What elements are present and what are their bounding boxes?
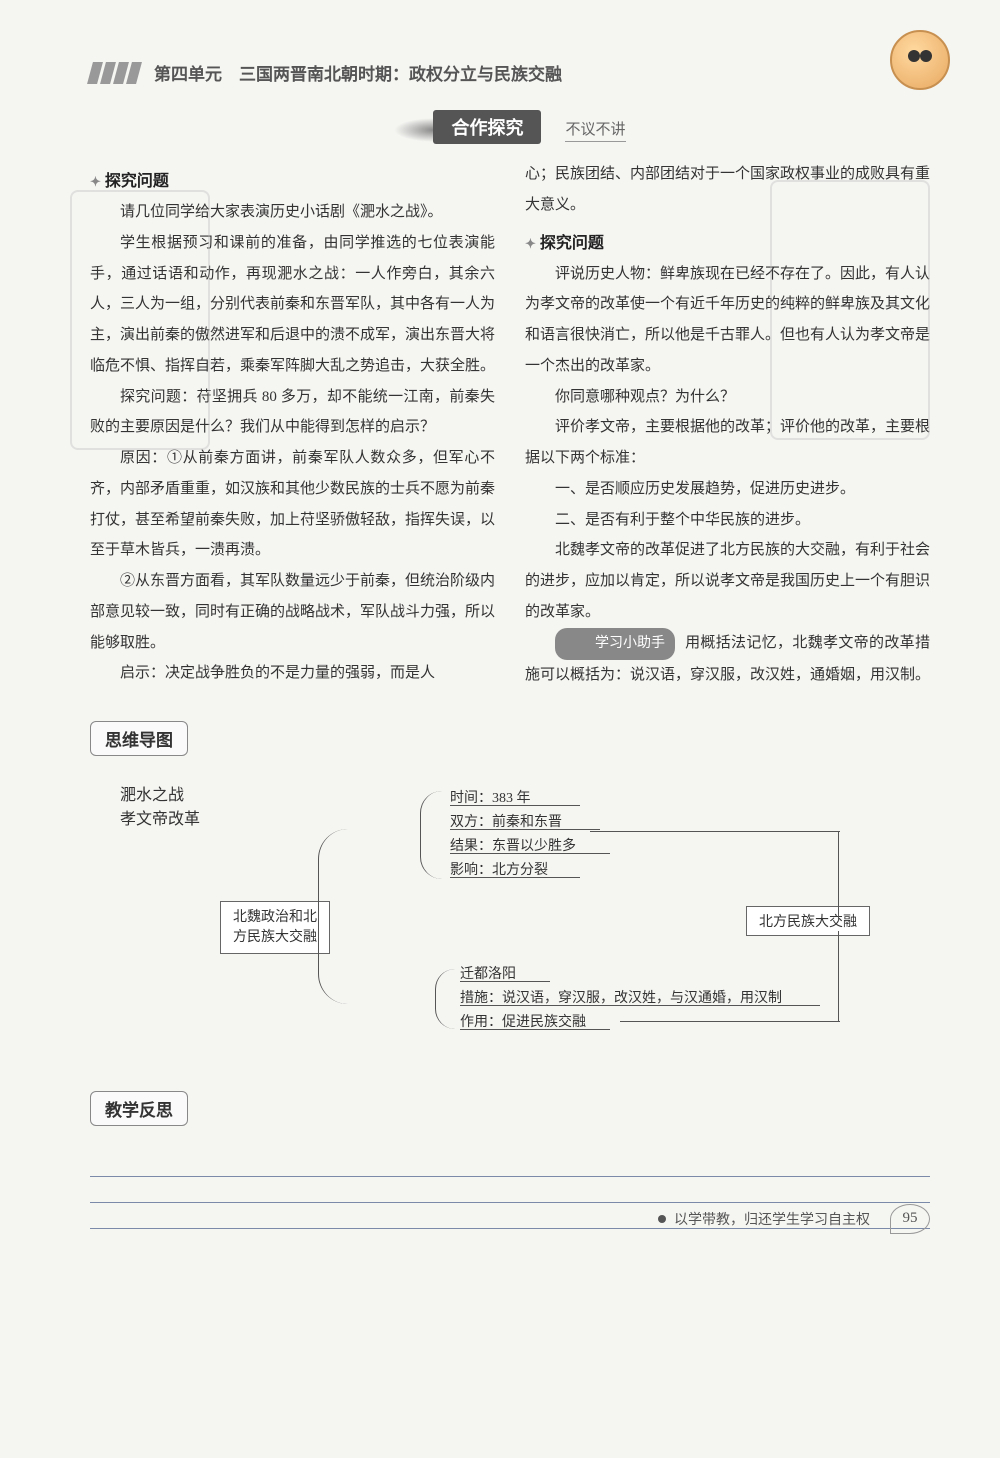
page-number: 95	[890, 1204, 930, 1234]
page-root: 第四单元 三国两晋南北朝时期：政权分立与民族交融 合作探究 不议不讲 探究问题 …	[0, 0, 1000, 1279]
mindmap-root-node: 北魏政治和北 方民族大交融	[220, 901, 330, 954]
mindmap-leaf: 迁都洛阳	[460, 963, 516, 983]
paragraph: 启示：决定战争胜负的不是力量的强弱，而是人	[90, 658, 495, 689]
inquiry-heading: 探究问题	[525, 229, 930, 253]
unit-title: 第四单元 三国两晋南北朝时期：政权分立与民族交融	[154, 60, 562, 85]
page-footer: 以学带教，归还学生学习自主权 95	[658, 1204, 930, 1234]
paragraph: ②从东晋方面看，其军队数量远少于前秦，但统治阶级内部意见较一致，同时有正确的战略…	[90, 566, 495, 658]
inquiry-heading: 探究问题	[90, 167, 495, 191]
mindmap-leaf: 结果：东晋以少胜多	[450, 835, 576, 855]
paragraph: 心；民族团结、内部团结对于一个国家政权事业的成败具有重大意义。	[525, 159, 930, 221]
mindmap-underline	[450, 829, 600, 830]
paragraph: 原因：①从前秦方面讲，前秦军队人数众多，但军心不齐，内部矛盾重重，如汉族和其他少…	[90, 443, 495, 566]
paragraph: 请几位同学给大家表演历史小话剧《淝水之战》。	[90, 197, 495, 228]
paragraph: 你同意哪种观点？为什么？	[525, 382, 930, 413]
mindmap-underline	[450, 877, 580, 878]
mindmap-bracket-icon	[435, 969, 455, 1029]
header-stripes-icon	[90, 62, 139, 84]
mindmap-bracket-icon	[318, 829, 348, 1004]
mindmap-leaf: 双方：前秦和东晋	[450, 811, 562, 831]
mindmap-right-node: 北方民族大交融	[746, 906, 870, 936]
banner-ornament-icon	[394, 118, 434, 142]
root-line1: 北魏政治和北	[233, 910, 317, 925]
mindmap-leaf: 措施：说汉语，穿汉服，改汉姓，与汉通婚，用汉制	[460, 987, 782, 1007]
tip-badge: 学习小助手	[555, 628, 675, 661]
reflection-heading: 教学反思	[90, 1091, 188, 1126]
mindmap-leaf: 影响：北方分裂	[450, 859, 548, 879]
paragraph: 学生根据预习和课前的准备，由同学推选的七位表演能手，通过话语和动作，再现淝水之战…	[90, 228, 495, 382]
mindmap-bracket-icon	[420, 791, 442, 879]
paragraph: 一、是否顺应历史发展趋势，促进历史进步。	[525, 474, 930, 505]
header-bar: 第四单元 三国两晋南北朝时期：政权分立与民族交融	[90, 60, 930, 85]
right-column: 心；民族团结、内部团结对于一个国家政权事业的成败具有重大意义。 探究问题 评说历…	[525, 159, 930, 691]
mindmap-underline	[450, 805, 580, 806]
mindmap-leaf: 作用：促进民族交融	[460, 1011, 586, 1031]
footer-dot-icon	[658, 1215, 666, 1223]
study-tip: 学习小助手 用概括法记忆，北魏孝文帝的改革措施可以概括为：说汉语，穿汉服，改汉姓…	[525, 628, 930, 691]
section-banner: 合作探究 不议不讲	[90, 110, 930, 144]
paragraph: 评价孝文帝，主要根据他的改革；评价他的改革，主要根据以下两个标准：	[525, 412, 930, 474]
mindmap-underline	[450, 853, 610, 854]
mindmap-diagram: 北魏政治和北 方民族大交融 淝水之战 时间：383 年 双方：前秦和东晋 结果：…	[120, 781, 900, 1061]
root-line2: 方民族大交融	[233, 930, 317, 945]
banner-title: 合作探究	[433, 110, 541, 144]
paragraph: 二、是否有利于整个中华民族的进步。	[525, 505, 930, 536]
mindmap-connector	[838, 931, 839, 1021]
mindmap-connector	[620, 1021, 840, 1022]
mindmap-connector	[590, 831, 840, 832]
mindmap-underline	[460, 1029, 610, 1030]
mindmap-connector	[838, 831, 839, 921]
mindmap-underline	[460, 981, 550, 982]
paragraph: 评说历史人物：鲜卑族现在已经不存在了。因此，有人认为孝文帝的改革使一个有近千年历…	[525, 259, 930, 382]
paragraph: 北魏孝文帝的改革促进了北方民族的大交融，有利于社会的进步，应加以肯定，所以说孝文…	[525, 535, 930, 627]
writing-line	[90, 1151, 930, 1177]
paragraph: 探究问题：苻坚拥兵 80 多万，却不能统一江南，前秦失败的主要原因是什么？我们从…	[90, 382, 495, 444]
writing-line	[90, 1177, 930, 1203]
mindmap-underline	[460, 1005, 820, 1006]
two-column-layout: 探究问题 请几位同学给大家表演历史小话剧《淝水之战》。 学生根据预习和课前的准备…	[90, 159, 930, 691]
left-column: 探究问题 请几位同学给大家表演历史小话剧《淝水之战》。 学生根据预习和课前的准备…	[90, 159, 495, 691]
mindmap-heading: 思维导图	[90, 721, 188, 756]
banner-subtitle: 不议不讲	[565, 118, 625, 142]
mindmap-leaf: 时间：383 年	[450, 787, 531, 807]
footer-motto: 以学带教，归还学生学习自主权	[674, 1209, 870, 1229]
mascot-icon	[890, 30, 950, 90]
